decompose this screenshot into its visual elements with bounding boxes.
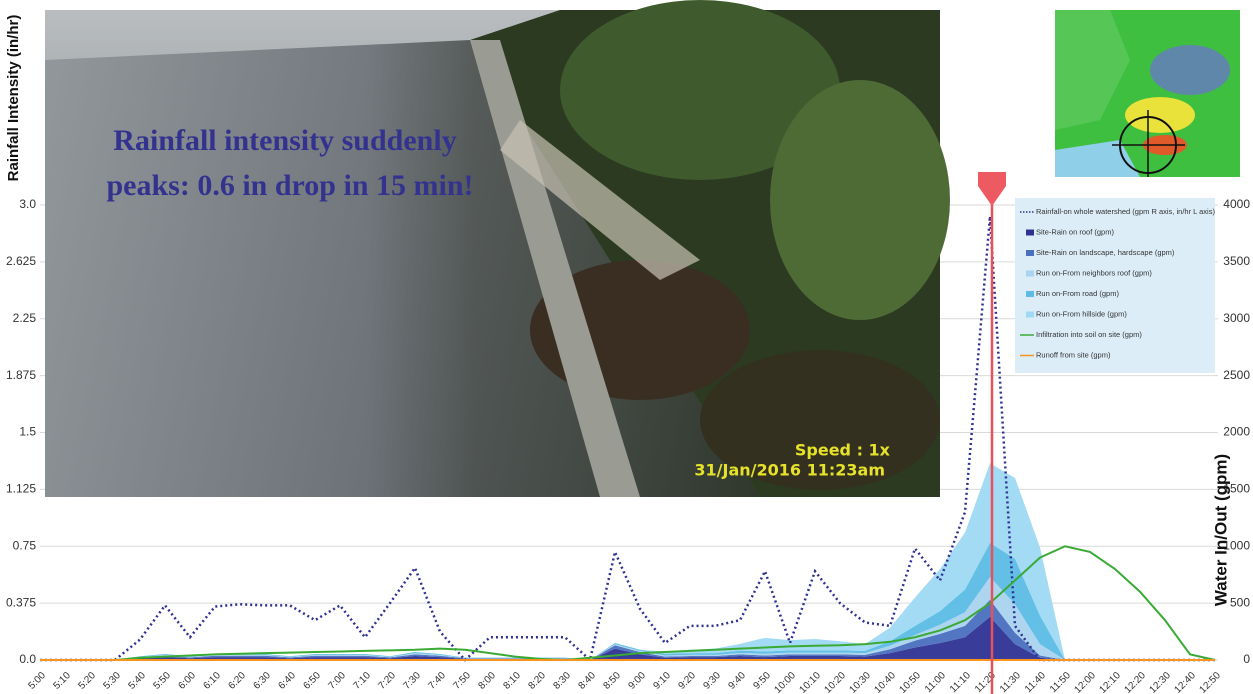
radar-map [1055,10,1240,177]
legend-label: Site-Rain on roof (gpm) [1036,227,1114,236]
x-tick-label: 11:00 [923,670,948,694]
x-tick-label: 8:40 [576,670,598,692]
video-frame: Rainfall intensity suddenly peaks: 0.6 i… [45,0,950,497]
x-tick-label: 5:30 [101,670,123,692]
video-speed: Speed : 1x [795,441,891,460]
annotation: peaks: 0.6 in drop in 15 min! [106,169,473,202]
y2-tick-label: 2500 [1223,368,1250,382]
x-tick-label: 5:00 [26,670,48,692]
x-tick-label: 12:40 [1173,670,1199,694]
y-tick-label: 1.875 [6,368,36,382]
video-timestamp: 31/Jan/2016 11:23am [694,461,885,480]
y-tick-label: 3.0 [19,197,36,211]
legend-swatch [1026,291,1034,297]
x-tick-label: 11:20 [973,670,998,694]
x-tick-label: 7:10 [351,670,373,692]
x-tick-label: 12:50 [1198,670,1224,694]
x-tick-label: 12:20 [1123,670,1149,694]
legend-label: Site-Rain on landscape, hardscape (gpm) [1036,248,1175,257]
x-tick-label: 6:30 [251,670,273,692]
y2-tick-label: 3500 [1223,254,1250,268]
x-tick-label: 7:40 [426,670,448,692]
y2-tick-label: 3000 [1223,311,1250,325]
y2-tick-label: 1000 [1223,538,1250,552]
legend-label: Runoff from site (gpm) [1036,350,1111,359]
x-tick-label: 10:50 [898,670,924,694]
legend-swatch [1026,270,1034,277]
x-tick-label: 5:50 [151,670,173,692]
legend-label: Run on-From neighbors roof (gpm) [1036,268,1152,277]
y-tick-label: 1.5 [19,425,36,439]
x-tick-label: 12:10 [1098,670,1124,694]
x-tick-label: 10:30 [848,670,874,694]
y2-tick-label: 500 [1230,595,1250,609]
x-tick-label: 11:50 [1048,670,1073,694]
x-tick-label: 10:20 [823,670,849,694]
legend-box [1015,198,1215,373]
x-tick-label: 10:00 [773,670,799,694]
legend-swatch [1026,229,1034,236]
legend-label: Infiltration into soil on site (gpm) [1036,330,1142,339]
y2-tick-label: 2000 [1223,425,1250,439]
x-tick-label: 5:20 [76,670,98,692]
x-tick-label: 9:40 [726,670,748,692]
time-marker-arrow [978,172,1006,206]
x-tick-label: 9:20 [676,670,698,692]
y2-tick-label: 1500 [1223,482,1250,496]
x-tick-label: 12:30 [1148,670,1174,694]
legend-swatch [1026,311,1034,318]
legend-label: Run on-From road (gpm) [1036,289,1119,298]
x-tick-label: 7:20 [376,670,398,692]
x-tick-label: 8:50 [601,670,623,692]
line [40,545,1216,662]
x-tick-label: 12:00 [1073,670,1099,694]
x-tick-label: 6:50 [301,670,323,692]
legend-label: Run on-From hillside (gpm) [1036,309,1127,318]
x-tick-label: 6:10 [201,670,223,692]
y-tick-label: 0.0 [19,652,36,666]
x-tick-label: 7:50 [451,670,473,692]
x-tick-label: 8:30 [551,670,573,692]
x-tick-label: 11:10 [948,670,973,694]
x-tick-label: 8:10 [501,670,523,692]
x-tick-label: 8:20 [526,670,548,692]
x-tick-label: 7:00 [326,670,348,692]
x-tick-label: 6:20 [226,670,248,692]
x-tick-label: 5:40 [126,670,148,692]
x-tick-label: 10:40 [873,670,899,694]
area [40,463,1215,660]
x-tick-label: 7:30 [401,670,423,692]
area [40,599,1215,660]
area [40,542,1215,660]
y-tick-label: 0.75 [13,538,37,552]
x-tick-label: 6:00 [176,670,198,692]
x-tick-label: 5:10 [51,670,73,692]
y2-axis-label: Water In/Out (gpm) [1211,454,1230,606]
x-tick-label: 9:30 [701,670,723,692]
y-tick-label: 2.625 [6,254,36,268]
area [40,616,1215,660]
x-tick-label: 8:00 [476,670,498,692]
legend-label: Rainfall-on whole watershed (gpm R axis,… [1036,207,1215,216]
y-tick-label: 1.125 [6,482,36,496]
dotted-line [40,216,1215,663]
y-tick-label: 2.25 [13,311,37,325]
legend-swatch [1026,250,1034,256]
x-tick-label: 6:40 [276,670,298,692]
y2-tick-label: 4000 [1223,197,1250,211]
y-tick-label: 0.375 [6,595,36,609]
x-tick-label: 11:40 [1023,670,1048,694]
x-tick-label: 9:00 [626,670,648,692]
x-tick-label: 9:50 [751,670,773,692]
x-tick-label: 9:10 [651,670,673,692]
annotation: Rainfall intensity suddenly [113,124,456,157]
x-tick-label: 10:10 [798,670,824,694]
x-tick-label: 11:30 [998,670,1023,694]
y2-tick-label: 0 [1243,652,1250,666]
y-axis-label: Rainfall Intensity (in/hr) [5,15,22,182]
